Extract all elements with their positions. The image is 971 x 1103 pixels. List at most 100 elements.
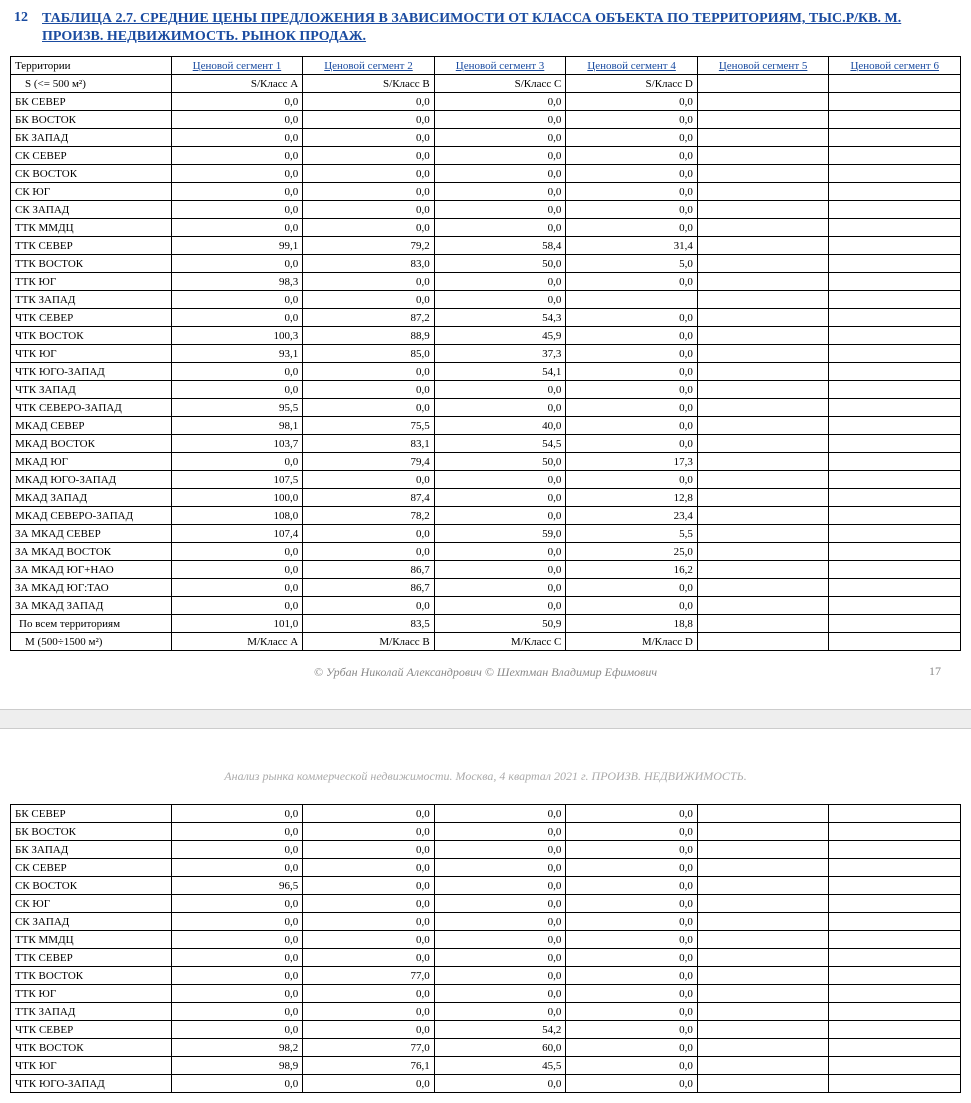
value-cell: 0,0	[171, 363, 303, 381]
value-cell	[829, 985, 961, 1003]
value-cell: 54,5	[434, 435, 566, 453]
value-cell: 0,0	[303, 543, 435, 561]
value-cell	[829, 183, 961, 201]
table-row: СК ЗАПАД0,00,00,00,0	[11, 201, 961, 219]
value-cell: 37,3	[434, 345, 566, 363]
territory-cell: ЧТК СЕВЕР	[11, 309, 172, 327]
value-cell: 0,0	[434, 1003, 566, 1021]
value-cell: 0,0	[566, 1021, 698, 1039]
title-text: ТАБЛИЦА 2.7. СРЕДНИЕ ЦЕНЫ ПРЕДЛОЖЕНИЯ В …	[42, 10, 961, 46]
territory-cell: ЗА МКАД ВОСТОК	[11, 543, 172, 561]
table-row: БК СЕВЕР0,00,00,00,0	[11, 93, 961, 111]
price-table-page1: Территории Ценовой сегмент 1 Ценовой сег…	[10, 56, 961, 651]
value-cell	[829, 363, 961, 381]
value-cell: 87,2	[303, 309, 435, 327]
value-cell	[697, 931, 829, 949]
territory-cell: ЗА МКАД ЮГ:ТАО	[11, 579, 172, 597]
value-cell: 0,0	[434, 291, 566, 309]
territory-cell: МКАД СЕВЕР	[11, 417, 172, 435]
value-cell: 96,5	[171, 877, 303, 895]
subheader-m-seg4: M/Класс D	[566, 633, 698, 651]
value-cell	[697, 147, 829, 165]
value-cell: 0,0	[566, 165, 698, 183]
value-cell: 0,0	[171, 561, 303, 579]
value-cell: 0,0	[434, 93, 566, 111]
value-cell: 0,0	[434, 597, 566, 615]
table-row: ЧТК СЕВЕР0,087,254,30,0	[11, 309, 961, 327]
table-row: ЗА МКАД ВОСТОК0,00,00,025,0	[11, 543, 961, 561]
value-cell	[697, 913, 829, 931]
value-cell: 17,3	[566, 453, 698, 471]
value-cell	[697, 967, 829, 985]
subheader-s-seg4: S/Класс D	[566, 75, 698, 93]
value-cell	[566, 291, 698, 309]
value-cell	[829, 931, 961, 949]
table-row: ЧТК ЮГО-ЗАПАД0,00,00,00,0	[11, 1075, 961, 1093]
value-cell: 0,0	[566, 579, 698, 597]
value-cell	[829, 129, 961, 147]
subheader-m-seg2: M/Класс В	[303, 633, 435, 651]
table-row: ЧТК СЕВЕРО-ЗАПАД95,50,00,00,0	[11, 399, 961, 417]
value-cell: 58,4	[434, 237, 566, 255]
value-cell	[829, 805, 961, 823]
header-seg3[interactable]: Ценовой сегмент 3	[434, 57, 566, 75]
value-cell	[697, 561, 829, 579]
summary-v1: 101,0	[171, 615, 303, 633]
header-seg2[interactable]: Ценовой сегмент 2	[303, 57, 435, 75]
value-cell: 0,0	[566, 129, 698, 147]
value-cell: 78,2	[303, 507, 435, 525]
value-cell	[697, 471, 829, 489]
value-cell: 0,0	[434, 471, 566, 489]
value-cell	[697, 579, 829, 597]
header-seg6[interactable]: Ценовой сегмент 6	[829, 57, 961, 75]
table-row: ЧТК СЕВЕР0,00,054,20,0	[11, 1021, 961, 1039]
header-seg4[interactable]: Ценовой сегмент 4	[566, 57, 698, 75]
value-cell	[697, 435, 829, 453]
value-cell: 0,0	[566, 111, 698, 129]
value-cell	[829, 219, 961, 237]
value-cell: 23,4	[566, 507, 698, 525]
value-cell	[829, 111, 961, 129]
table-row: ЧТК ЮГО-ЗАПАД0,00,054,10,0	[11, 363, 961, 381]
value-cell: 0,0	[566, 309, 698, 327]
table-row: СК ЗАПАД0,00,00,00,0	[11, 913, 961, 931]
header-seg1[interactable]: Ценовой сегмент 1	[171, 57, 303, 75]
territory-cell: ЧТК ЗАПАД	[11, 381, 172, 399]
value-cell	[829, 147, 961, 165]
value-cell	[829, 309, 961, 327]
value-cell	[829, 399, 961, 417]
value-cell: 0,0	[566, 363, 698, 381]
value-cell: 0,0	[171, 1021, 303, 1039]
subheader-s-seg2: S/Класс В	[303, 75, 435, 93]
value-cell: 0,0	[303, 949, 435, 967]
value-cell: 0,0	[566, 399, 698, 417]
summary-v3: 50,9	[434, 615, 566, 633]
value-cell	[697, 273, 829, 291]
value-cell: 0,0	[171, 93, 303, 111]
value-cell	[829, 345, 961, 363]
table-row: ЧТК ЗАПАД0,00,00,00,0	[11, 381, 961, 399]
value-cell: 0,0	[303, 1021, 435, 1039]
value-cell	[697, 165, 829, 183]
table-row: ТТК ЮГ98,30,00,00,0	[11, 273, 961, 291]
value-cell: 25,0	[566, 543, 698, 561]
value-cell	[829, 967, 961, 985]
value-cell: 76,1	[303, 1057, 435, 1075]
value-cell	[697, 895, 829, 913]
value-cell: 0,0	[566, 327, 698, 345]
table-row: СК ВОСТОК0,00,00,00,0	[11, 165, 961, 183]
value-cell: 0,0	[171, 291, 303, 309]
summary-v5	[697, 615, 829, 633]
value-cell	[829, 949, 961, 967]
value-cell: 0,0	[171, 895, 303, 913]
value-cell	[697, 255, 829, 273]
territory-cell: ТТК ЗАПАД	[11, 291, 172, 309]
table-row: БК ВОСТОК0,00,00,00,0	[11, 111, 961, 129]
value-cell	[697, 399, 829, 417]
territory-cell: ЧТК ЮГО-ЗАПАД	[11, 363, 172, 381]
value-cell: 0,0	[434, 147, 566, 165]
header-seg5[interactable]: Ценовой сегмент 5	[697, 57, 829, 75]
value-cell: 0,0	[434, 859, 566, 877]
table-row: СК ЮГ0,00,00,00,0	[11, 895, 961, 913]
value-cell: 0,0	[434, 877, 566, 895]
